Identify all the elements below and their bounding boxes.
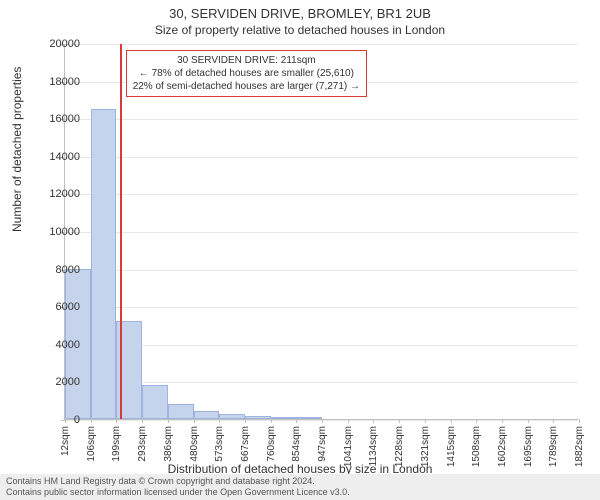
y-tick-label: 18000	[49, 76, 80, 88]
histogram-bar	[219, 414, 245, 419]
x-tick-label: 293sqm	[137, 426, 148, 462]
histogram-bar	[271, 417, 297, 419]
histogram-bar	[194, 411, 220, 419]
histogram-bar	[168, 404, 194, 419]
page-subtitle: Size of property relative to detached ho…	[0, 23, 600, 37]
x-tick-label: 1789sqm	[548, 426, 559, 467]
footer-line-1: Contains HM Land Registry data © Crown c…	[6, 476, 594, 487]
x-tick-label: 199sqm	[111, 426, 122, 462]
y-tick-label: 14000	[49, 151, 80, 163]
x-tick-label: 480sqm	[189, 426, 200, 462]
x-tick-label: 1134sqm	[368, 426, 379, 466]
gridline	[65, 119, 578, 120]
x-tick-label: 1415sqm	[446, 426, 457, 467]
x-tick-label: 667sqm	[240, 426, 251, 462]
x-tick-label: 573sqm	[214, 426, 225, 462]
gridline	[65, 157, 578, 158]
y-tick-label: 16000	[49, 113, 80, 125]
annotation-line-1: 30 SERVIDEN DRIVE: 211sqm	[133, 54, 360, 67]
x-tick-label: 947sqm	[317, 426, 328, 462]
plot-area: 30 SERVIDEN DRIVE: 211sqm← 78% of detach…	[64, 44, 578, 420]
annotation-box: 30 SERVIDEN DRIVE: 211sqm← 78% of detach…	[126, 50, 367, 97]
x-tick-label: 1321sqm	[420, 426, 431, 467]
page-title: 30, SERVIDEN DRIVE, BROMLEY, BR1 2UB	[0, 6, 600, 21]
y-axis-label: Number of detached properties	[10, 67, 24, 232]
x-tick-label: 1041sqm	[343, 426, 354, 467]
y-tick-label: 6000	[56, 301, 80, 313]
x-tick-label: 106sqm	[86, 426, 97, 462]
y-tick-label: 4000	[56, 339, 80, 351]
histogram-bar	[245, 416, 271, 419]
footer-attribution: Contains HM Land Registry data © Crown c…	[0, 474, 600, 500]
gridline	[65, 307, 578, 308]
y-tick-label: 8000	[56, 264, 80, 276]
y-tick-label: 0	[74, 414, 80, 426]
x-tick-label: 854sqm	[291, 426, 302, 462]
annotation-line-3: 22% of semi-detached houses are larger (…	[133, 80, 360, 93]
y-tick-label: 20000	[49, 38, 80, 50]
footer-line-2: Contains public sector information licen…	[6, 487, 594, 498]
histogram-bar	[91, 109, 117, 419]
gridline	[65, 194, 578, 195]
histogram-chart: 30 SERVIDEN DRIVE: 211sqm← 78% of detach…	[64, 44, 578, 420]
x-tick-label: 12sqm	[60, 426, 71, 456]
x-tick-label: 1508sqm	[471, 426, 482, 467]
y-tick-label: 10000	[49, 226, 80, 238]
y-tick-label: 12000	[49, 188, 80, 200]
gridline	[65, 44, 578, 45]
gridline	[65, 232, 578, 233]
y-tick-label: 2000	[56, 376, 80, 388]
histogram-bar	[296, 417, 322, 419]
x-tick-label: 386sqm	[163, 426, 174, 462]
property-marker-line	[120, 44, 122, 419]
x-tick-label: 1882sqm	[574, 426, 585, 467]
x-tick-label: 1695sqm	[523, 426, 534, 467]
histogram-bar	[142, 385, 168, 419]
annotation-line-2: ← 78% of detached houses are smaller (25…	[133, 67, 360, 80]
gridline	[65, 270, 578, 271]
x-tick-label: 1228sqm	[394, 426, 405, 467]
x-tick-label: 760sqm	[266, 426, 277, 462]
x-tick-label: 1602sqm	[497, 426, 508, 467]
